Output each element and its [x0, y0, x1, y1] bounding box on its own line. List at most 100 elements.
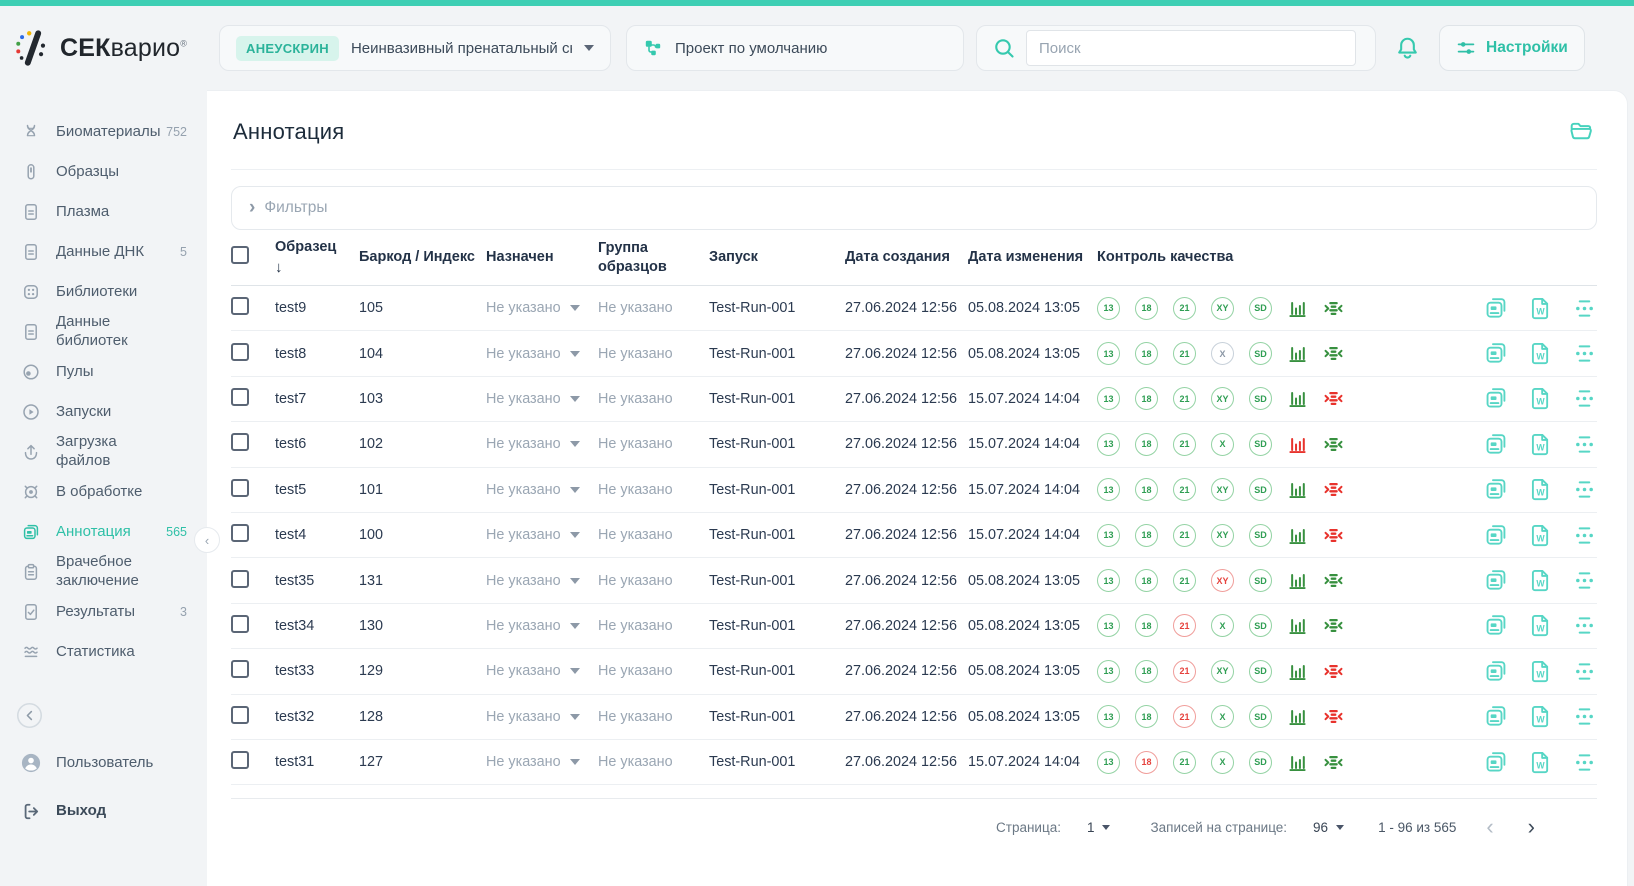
sidebar-item-samples[interactable]: Образцы: [0, 152, 207, 192]
more-actions-icon[interactable]: [1572, 477, 1597, 502]
qc-sd-badge[interactable]: SD: [1249, 569, 1272, 592]
qc-alignment-icon[interactable]: [1323, 343, 1344, 364]
annotation-report-icon[interactable]: [1484, 477, 1509, 502]
column-header-created[interactable]: Дата создания: [845, 248, 968, 267]
more-actions-icon[interactable]: [1572, 704, 1597, 729]
word-export-icon[interactable]: W: [1528, 477, 1553, 502]
qc-18-badge[interactable]: 18: [1135, 342, 1158, 365]
qc-18-badge[interactable]: 18: [1135, 387, 1158, 410]
qc-sd-badge[interactable]: SD: [1249, 342, 1272, 365]
sidebar-item-processing[interactable]: В обработке: [0, 472, 207, 512]
sidebar-collapse-button[interactable]: [16, 702, 48, 729]
sample-name[interactable]: test7: [275, 391, 359, 407]
qc-18-badge[interactable]: 18: [1135, 705, 1158, 728]
assigned-select[interactable]: Не указано: [486, 436, 598, 452]
project-selector[interactable]: Проект по умолчанию: [626, 25, 964, 71]
qc-alignment-icon[interactable]: [1323, 706, 1344, 727]
annotation-report-icon[interactable]: [1484, 613, 1509, 638]
qc-13-badge[interactable]: 13: [1097, 433, 1120, 456]
annotation-report-icon[interactable]: [1484, 386, 1509, 411]
qc-sd-badge[interactable]: SD: [1249, 705, 1272, 728]
sample-name[interactable]: test6: [275, 436, 359, 452]
qc-21-badge[interactable]: 21: [1173, 433, 1196, 456]
qc-alignment-icon[interactable]: [1323, 525, 1344, 546]
qc-coverage-chart-icon[interactable]: [1287, 661, 1308, 682]
more-actions-icon[interactable]: [1572, 386, 1597, 411]
sample-name[interactable]: test35: [275, 573, 359, 589]
qc-xy-badge[interactable]: XY: [1211, 387, 1234, 410]
assigned-select[interactable]: Не указано: [486, 482, 598, 498]
row-checkbox[interactable]: [231, 660, 249, 678]
more-actions-icon[interactable]: [1572, 568, 1597, 593]
annotation-report-icon[interactable]: [1484, 568, 1509, 593]
sample-name[interactable]: test4: [275, 527, 359, 543]
qc-alignment-icon[interactable]: [1323, 661, 1344, 682]
qc-alignment-icon[interactable]: [1323, 479, 1344, 500]
qc-18-badge[interactable]: 18: [1135, 751, 1158, 774]
qc-21-badge[interactable]: 21: [1173, 342, 1196, 365]
sample-name[interactable]: test31: [275, 754, 359, 770]
qc-x-badge[interactable]: X: [1211, 705, 1234, 728]
word-export-icon[interactable]: W: [1528, 341, 1553, 366]
qc-sd-badge[interactable]: SD: [1249, 614, 1272, 637]
panel-collapse-button[interactable]: ‹: [194, 527, 220, 553]
row-checkbox[interactable]: [231, 706, 249, 724]
sidebar-item-medical-report[interactable]: Врачебное заключение: [0, 552, 207, 592]
select-all-checkbox[interactable]: [231, 246, 249, 264]
qc-18-badge[interactable]: 18: [1135, 614, 1158, 637]
word-export-icon[interactable]: W: [1528, 704, 1553, 729]
assigned-select[interactable]: Не указано: [486, 527, 598, 543]
screening-selector[interactable]: АНЕУСКРИН Неинвазивный пренатальный скри…: [219, 25, 611, 71]
search-input[interactable]: [1026, 30, 1356, 66]
qc-18-badge[interactable]: 18: [1135, 478, 1158, 501]
qc-coverage-chart-icon[interactable]: [1287, 525, 1308, 546]
settings-button[interactable]: Настройки: [1439, 25, 1585, 71]
qc-13-badge[interactable]: 13: [1097, 478, 1120, 501]
sidebar-item-user[interactable]: Пользователь: [0, 743, 207, 783]
row-checkbox[interactable]: [231, 388, 249, 406]
qc-coverage-chart-icon[interactable]: [1287, 570, 1308, 591]
word-export-icon[interactable]: W: [1528, 432, 1553, 457]
word-export-icon[interactable]: W: [1528, 296, 1553, 321]
sample-name[interactable]: test34: [275, 618, 359, 634]
qc-sd-badge[interactable]: SD: [1249, 297, 1272, 320]
qc-21-badge[interactable]: 21: [1173, 705, 1196, 728]
row-checkbox[interactable]: [231, 524, 249, 542]
qc-13-badge[interactable]: 13: [1097, 524, 1120, 547]
qc-coverage-chart-icon[interactable]: [1287, 615, 1308, 636]
more-actions-icon[interactable]: [1572, 523, 1597, 548]
qc-xy-badge[interactable]: XY: [1211, 660, 1234, 683]
word-export-icon[interactable]: W: [1528, 750, 1553, 775]
sidebar-item-libraries[interactable]: Библиотеки: [0, 272, 207, 312]
qc-21-badge[interactable]: 21: [1173, 751, 1196, 774]
qc-sd-badge[interactable]: SD: [1249, 433, 1272, 456]
qc-sd-badge[interactable]: SD: [1249, 478, 1272, 501]
word-export-icon[interactable]: W: [1528, 523, 1553, 548]
qc-sd-badge[interactable]: SD: [1249, 524, 1272, 547]
row-checkbox[interactable]: [231, 433, 249, 451]
sort-desc-icon[interactable]: ↓: [275, 258, 359, 278]
sidebar-item-statistics[interactable]: Статистика: [0, 632, 207, 672]
word-export-icon[interactable]: W: [1528, 386, 1553, 411]
assigned-select[interactable]: Не указано: [486, 346, 598, 362]
qc-sd-badge[interactable]: SD: [1249, 751, 1272, 774]
qc-coverage-chart-icon[interactable]: [1287, 298, 1308, 319]
row-checkbox[interactable]: [231, 570, 249, 588]
annotation-report-icon[interactable]: [1484, 432, 1509, 457]
column-header-run[interactable]: Запуск: [709, 248, 845, 267]
assigned-select[interactable]: Не указано: [486, 391, 598, 407]
more-actions-icon[interactable]: [1572, 341, 1597, 366]
qc-13-badge[interactable]: 13: [1097, 751, 1120, 774]
sidebar-item-pools[interactable]: Пулы: [0, 352, 207, 392]
sample-name[interactable]: test8: [275, 346, 359, 362]
sample-name[interactable]: test9: [275, 300, 359, 316]
qc-18-badge[interactable]: 18: [1135, 569, 1158, 592]
row-checkbox[interactable]: [231, 297, 249, 315]
sidebar-item-logout[interactable]: Выход: [0, 791, 207, 831]
search-icon[interactable]: [993, 37, 1016, 60]
more-actions-icon[interactable]: [1572, 432, 1597, 457]
qc-alignment-icon[interactable]: [1323, 570, 1344, 591]
row-checkbox[interactable]: [231, 751, 249, 769]
column-header-barcode[interactable]: Баркод / Индекс: [359, 248, 486, 267]
qc-alignment-icon[interactable]: [1323, 388, 1344, 409]
